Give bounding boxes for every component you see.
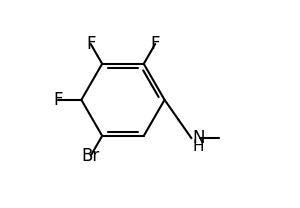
Text: F: F — [54, 91, 63, 109]
Text: F: F — [86, 35, 95, 53]
Text: F: F — [150, 35, 160, 53]
Text: Br: Br — [82, 147, 100, 165]
Text: N: N — [192, 129, 205, 147]
Text: H: H — [192, 139, 204, 154]
